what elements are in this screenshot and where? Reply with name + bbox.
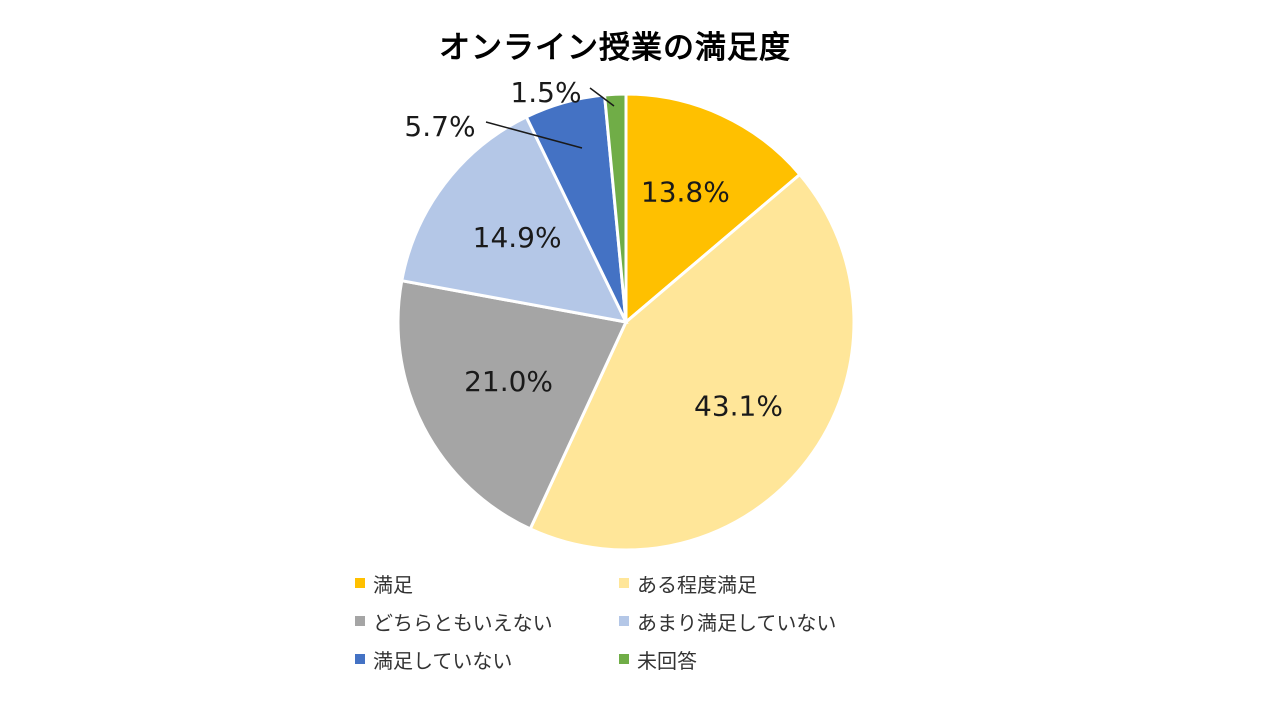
data-label-2: 43.1% [694,390,783,423]
data-label-4: 14.9% [473,221,562,254]
legend-swatch-4 [619,616,629,626]
leader-lines [485,87,615,149]
legend-item-3: どちらともいえない [355,606,619,636]
legend-label-1: 満足 [373,572,413,597]
legend-label-3: どちらともいえない [373,610,553,635]
legend-label-2: ある程度満足 [637,572,757,597]
legend-swatch-6 [619,654,629,664]
leader-line-6 [589,87,615,107]
pie-slices [396,92,856,552]
pie-slice-6 [602,92,628,323]
legend-label-4: あまり満足していない [637,610,837,635]
legend-swatch-3 [355,616,365,626]
legend-label-6: 未回答 [637,648,697,673]
legend: 満足 ある程度満足どちらともいえない あまり満足していない満足していない 未回答 [355,568,915,674]
legend-swatch-2 [619,578,629,588]
data-label-5: 5.7% [404,110,475,143]
legend-item-6: 未回答 [619,644,899,674]
data-label-1: 13.8% [641,176,730,209]
data-label-6: 1.5% [510,76,581,109]
pie-slice-3 [396,278,629,531]
pie-slice-4 [400,114,629,325]
legend-item-5: 満足していない [355,644,619,674]
pie-slice-2 [528,172,856,552]
data-labels: 13.8% 43.1% 21.0% 14.9% 5.7% 1.5% [404,76,783,423]
chart-title: オンライン授業の満足度 [439,30,791,66]
leader-line-5 [485,121,583,149]
legend-item-1: 満足 [355,568,619,598]
legend-swatch-1 [355,578,365,588]
data-label-3: 21.0% [464,365,553,398]
legend-swatch-5 [355,654,365,664]
pie-slice-1 [624,92,802,326]
legend-item-2: ある程度満足 [619,568,899,598]
legend-item-4: あまり満足していない [619,606,899,636]
legend-label-5: 満足していない [373,648,513,673]
